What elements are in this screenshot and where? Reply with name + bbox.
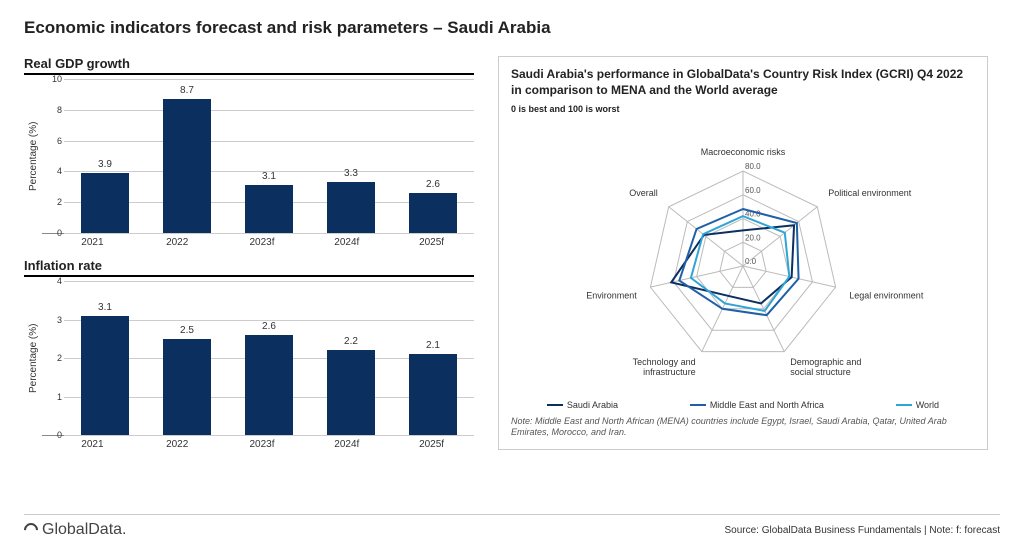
- legend-swatch: [896, 404, 912, 406]
- bar: 3.1: [81, 316, 129, 435]
- gdp-y-axis-label: Percentage (%): [28, 79, 42, 234]
- x-label: 2021: [62, 237, 122, 248]
- legend-swatch: [690, 404, 706, 406]
- y-tick: 8: [42, 105, 62, 115]
- legend-swatch: [547, 404, 563, 406]
- inflation-chart-section: Inflation rate Percentage (%) 0 1 2 3 4 3.1 2.…: [24, 258, 474, 450]
- bar-value-label: 8.7: [180, 85, 194, 96]
- bar-value-label: 2.1: [426, 340, 440, 351]
- x-label: 2022: [147, 237, 207, 248]
- legend-item: World: [896, 400, 939, 410]
- bar-value-label: 2.6: [426, 179, 440, 190]
- bar-value-label: 3.1: [262, 171, 276, 182]
- inflation-chart: Percentage (%) 012343.12.52.62.22.1 2021…: [24, 281, 474, 450]
- bar-value-label: 2.6: [262, 321, 276, 332]
- radar-axis-label: Political environment: [828, 188, 912, 198]
- logo-text: GlobalData.: [42, 521, 127, 539]
- inflation-y-axis-label: Percentage (%): [28, 281, 42, 436]
- bar: 2.6: [245, 335, 293, 435]
- gdp-chart: Percentage (%) 02468103.98.73.13.32.6 20…: [24, 79, 474, 248]
- x-label: 2024f: [317, 439, 377, 450]
- source-text: Source: GlobalData Business Fundamentals…: [724, 525, 1000, 536]
- radar-subtitle: 0 is best and 100 is worst: [511, 104, 975, 114]
- x-label: 2023f: [232, 237, 292, 248]
- radar-title: Saudi Arabia's performance in GlobalData…: [511, 67, 975, 98]
- radar-note: Note: Middle East and North African (MEN…: [511, 416, 975, 438]
- radar-axis-label: Technology andinfrastructure: [633, 357, 696, 377]
- x-label: 2025f: [402, 237, 462, 248]
- bar-value-label: 2.5: [180, 325, 194, 336]
- legend-label: World: [916, 400, 939, 410]
- y-tick: 10: [42, 74, 62, 84]
- x-label: 2021: [62, 439, 122, 450]
- gdp-chart-title: Real GDP growth: [24, 56, 474, 75]
- radar-axis-label: Demographic andsocial structure: [790, 357, 861, 377]
- bar: 2.2: [327, 350, 375, 435]
- bar: 3.3: [327, 182, 375, 233]
- left-column: Real GDP growth Percentage (%) 02468103.…: [24, 56, 474, 450]
- svg-text:0.0: 0.0: [745, 257, 757, 266]
- y-tick: 4: [42, 166, 62, 176]
- bar-value-label: 2.2: [344, 336, 358, 347]
- bar: 3.9: [81, 173, 129, 233]
- radar-panel: Saudi Arabia's performance in GlobalData…: [498, 56, 988, 450]
- gdp-chart-section: Real GDP growth Percentage (%) 0 2 4 6 8 10 3.…: [24, 56, 474, 248]
- legend-item: Saudi Arabia: [547, 400, 618, 410]
- x-label: 2023f: [232, 439, 292, 450]
- svg-text:20.0: 20.0: [745, 233, 761, 242]
- x-label: 2022: [147, 439, 207, 450]
- x-label: 2025f: [402, 439, 462, 450]
- inflation-x-labels: 2021 2022 2023f 2024f 2025f: [50, 439, 474, 450]
- footer: GlobalData. Source: GlobalData Business …: [24, 514, 1000, 539]
- radar-axis-label: Macroeconomic risks: [701, 147, 786, 157]
- y-tick: 2: [42, 197, 62, 207]
- y-tick: 2: [42, 353, 62, 363]
- legend-item: Middle East and North Africa: [690, 400, 824, 410]
- radar-legend: Saudi Arabia Middle East and North Africa…: [511, 400, 975, 410]
- radar-axis-label: Environment: [586, 290, 637, 300]
- inflation-chart-title: Inflation rate: [24, 258, 474, 277]
- bar-value-label: 3.3: [344, 168, 358, 179]
- svg-text:60.0: 60.0: [745, 186, 761, 195]
- y-tick: 4: [42, 276, 62, 286]
- logo: GlobalData.: [24, 521, 127, 539]
- bar: 3.1: [245, 185, 293, 233]
- bar: 2.1: [409, 354, 457, 435]
- svg-text:80.0: 80.0: [745, 162, 761, 171]
- y-tick: 0: [42, 228, 62, 238]
- bar: 2.5: [163, 339, 211, 435]
- page-title: Economic indicators forecast and risk pa…: [24, 18, 1000, 38]
- gdp-x-labels: 2021 2022 2023f 2024f 2025f: [50, 237, 474, 248]
- legend-label: Middle East and North Africa: [710, 400, 824, 410]
- radar-series: [671, 225, 794, 303]
- y-tick: 1: [42, 392, 62, 402]
- legend-label: Saudi Arabia: [567, 400, 618, 410]
- bar-value-label: 3.9: [98, 159, 112, 170]
- y-tick: 0: [42, 430, 62, 440]
- y-tick: 3: [42, 315, 62, 325]
- bar: 8.7: [163, 99, 211, 233]
- radar-axis-label: Legal environment: [849, 290, 924, 300]
- bar-value-label: 3.1: [98, 302, 112, 313]
- logo-icon: [21, 520, 41, 540]
- radar-chart: 0.020.040.060.080.0Macroeconomic risksPo…: [511, 116, 975, 396]
- y-tick: 6: [42, 136, 62, 146]
- content-row: Real GDP growth Percentage (%) 02468103.…: [24, 56, 1000, 450]
- bar: 2.6: [409, 193, 457, 233]
- x-label: 2024f: [317, 237, 377, 248]
- radar-axis-label: Overall: [629, 188, 658, 198]
